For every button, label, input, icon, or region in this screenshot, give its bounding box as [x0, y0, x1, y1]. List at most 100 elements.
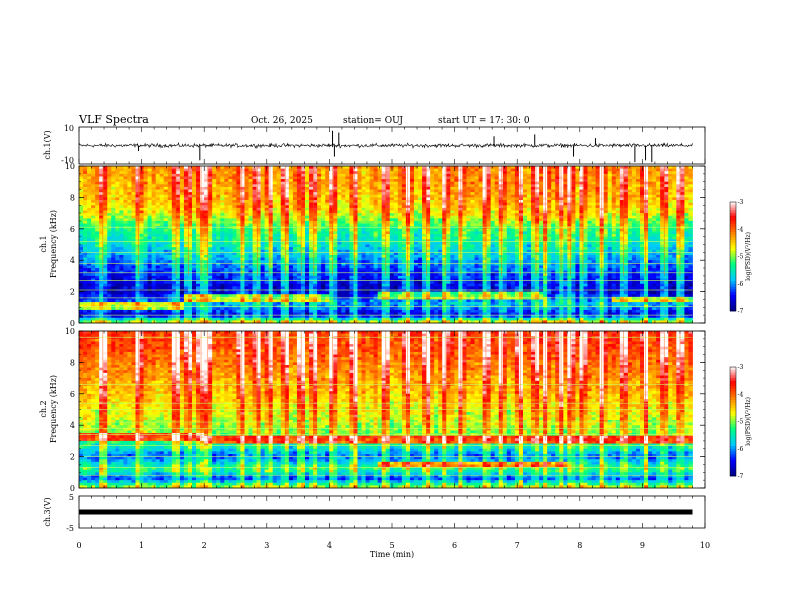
spectrogram-cell [329, 312, 334, 316]
spectrogram-cell [337, 176, 342, 180]
spectrogram-cell [119, 275, 124, 279]
spectrogram-cell [349, 236, 354, 240]
spectrogram-cell [405, 249, 411, 253]
spectrogram-cell [329, 278, 334, 282]
spectrogram-cell [272, 200, 278, 204]
spectrogram-cell [393, 270, 399, 274]
spectrogram-cell [208, 268, 213, 272]
spectrogram-cell [305, 252, 310, 256]
spectrogram-cell [248, 168, 253, 172]
spectrogram-cell [353, 236, 358, 240]
spectrogram-cell [167, 215, 173, 219]
spectrogram-cell [127, 257, 132, 261]
spectrogram-cell [103, 186, 108, 190]
spectrogram-cell [276, 247, 282, 251]
spectrogram-cell [83, 312, 88, 316]
spectrogram-cell [107, 173, 112, 177]
spectrogram-cell [151, 176, 157, 180]
spectrogram-cell [321, 302, 326, 306]
spectrogram-cell [300, 260, 306, 264]
spectrogram-cell [103, 283, 108, 287]
spectrogram-cell [204, 315, 209, 319]
spectrogram-cell [393, 168, 399, 172]
spectrogram-cell [115, 283, 120, 287]
spectrogram-cell [272, 268, 278, 272]
spectrogram-cell [268, 249, 274, 253]
spectrogram-cell [300, 262, 306, 266]
spectrogram-cell [248, 236, 253, 240]
spectrogram-cell [337, 286, 342, 290]
spectrogram-cell [236, 205, 241, 209]
spectrogram-cell [409, 184, 415, 188]
spectrogram-cell [192, 186, 197, 190]
spectrogram-cell [409, 168, 415, 172]
spectrogram-cell [252, 231, 257, 235]
spectrogram-cell [393, 288, 399, 292]
spectrogram-cell [212, 228, 217, 232]
spectrogram-cell [151, 241, 157, 245]
spectrogram-cell [131, 254, 136, 258]
spectrogram-cell [409, 302, 415, 306]
spectrogram-cell [232, 207, 237, 211]
spectrogram-cell [272, 166, 278, 170]
spectrogram-cell [131, 273, 136, 277]
spectrogram-cell [357, 296, 362, 300]
spectrogram-cell [236, 275, 241, 279]
spectrogram-cell [357, 210, 362, 214]
spectrogram-cell [361, 220, 366, 224]
spectrogram-cell [147, 309, 153, 313]
spectrogram-cell [373, 257, 379, 261]
spectrogram-cell [373, 213, 379, 217]
spectrogram-cell [393, 275, 399, 279]
spectrogram-cell [361, 254, 366, 258]
spectrogram-cell [240, 218, 245, 222]
spectrogram-cell [187, 181, 193, 185]
spectrogram-cell [272, 288, 278, 292]
spectrogram-cell [131, 223, 136, 227]
spectrogram-cell [377, 173, 383, 177]
spectrogram-cell [405, 291, 411, 295]
spectrogram-cell [272, 278, 278, 282]
spectrogram-cell [248, 283, 253, 287]
spectrogram-cell [115, 320, 120, 324]
spectrogram-cell [79, 268, 84, 272]
spectrogram-cell [107, 312, 112, 316]
spectrogram-cell [389, 186, 395, 190]
spectrogram-cell [276, 184, 282, 188]
spectrogram-cell [305, 205, 310, 209]
spectrogram-cell [252, 166, 257, 170]
spectrogram-cell [317, 260, 322, 264]
spectrogram-cell [216, 173, 221, 177]
spectrogram-cell [288, 181, 294, 185]
spectrogram-cell [204, 166, 209, 170]
spectrogram-cell [357, 213, 362, 217]
spectrogram-cell [284, 249, 290, 253]
spectrogram-cell [175, 189, 181, 193]
spectrogram-cell [252, 218, 257, 222]
spectrogram-cell [147, 254, 153, 258]
spectrogram-cell [83, 215, 88, 219]
spectrogram-cell [147, 317, 153, 321]
spectrogram-cell [321, 184, 326, 188]
spectrogram-cell [167, 194, 173, 198]
spectrogram-cell [260, 317, 266, 321]
spectrogram-cell [397, 210, 403, 214]
spectrogram-cell [397, 226, 403, 230]
spectrogram-cell [187, 176, 193, 180]
spectrogram-cell [405, 281, 411, 285]
spectrogram-cell [216, 166, 221, 170]
spectrogram-cell [103, 288, 108, 292]
spectrogram-cell [119, 294, 124, 298]
spectrogram-cell [200, 168, 205, 172]
spectrogram-cell [163, 189, 169, 193]
spectrogram-cell [240, 296, 245, 300]
spectrogram-cell [305, 220, 310, 224]
spectrogram-cell [155, 226, 161, 230]
spectrogram-cell [204, 320, 209, 324]
spectrogram-cell [179, 234, 185, 238]
spectrogram-cell [99, 320, 104, 324]
spectrogram-cell [321, 207, 326, 211]
spectrogram-cell [353, 288, 358, 292]
spectrogram-cell [248, 252, 253, 256]
spectrogram-cell [341, 244, 346, 248]
